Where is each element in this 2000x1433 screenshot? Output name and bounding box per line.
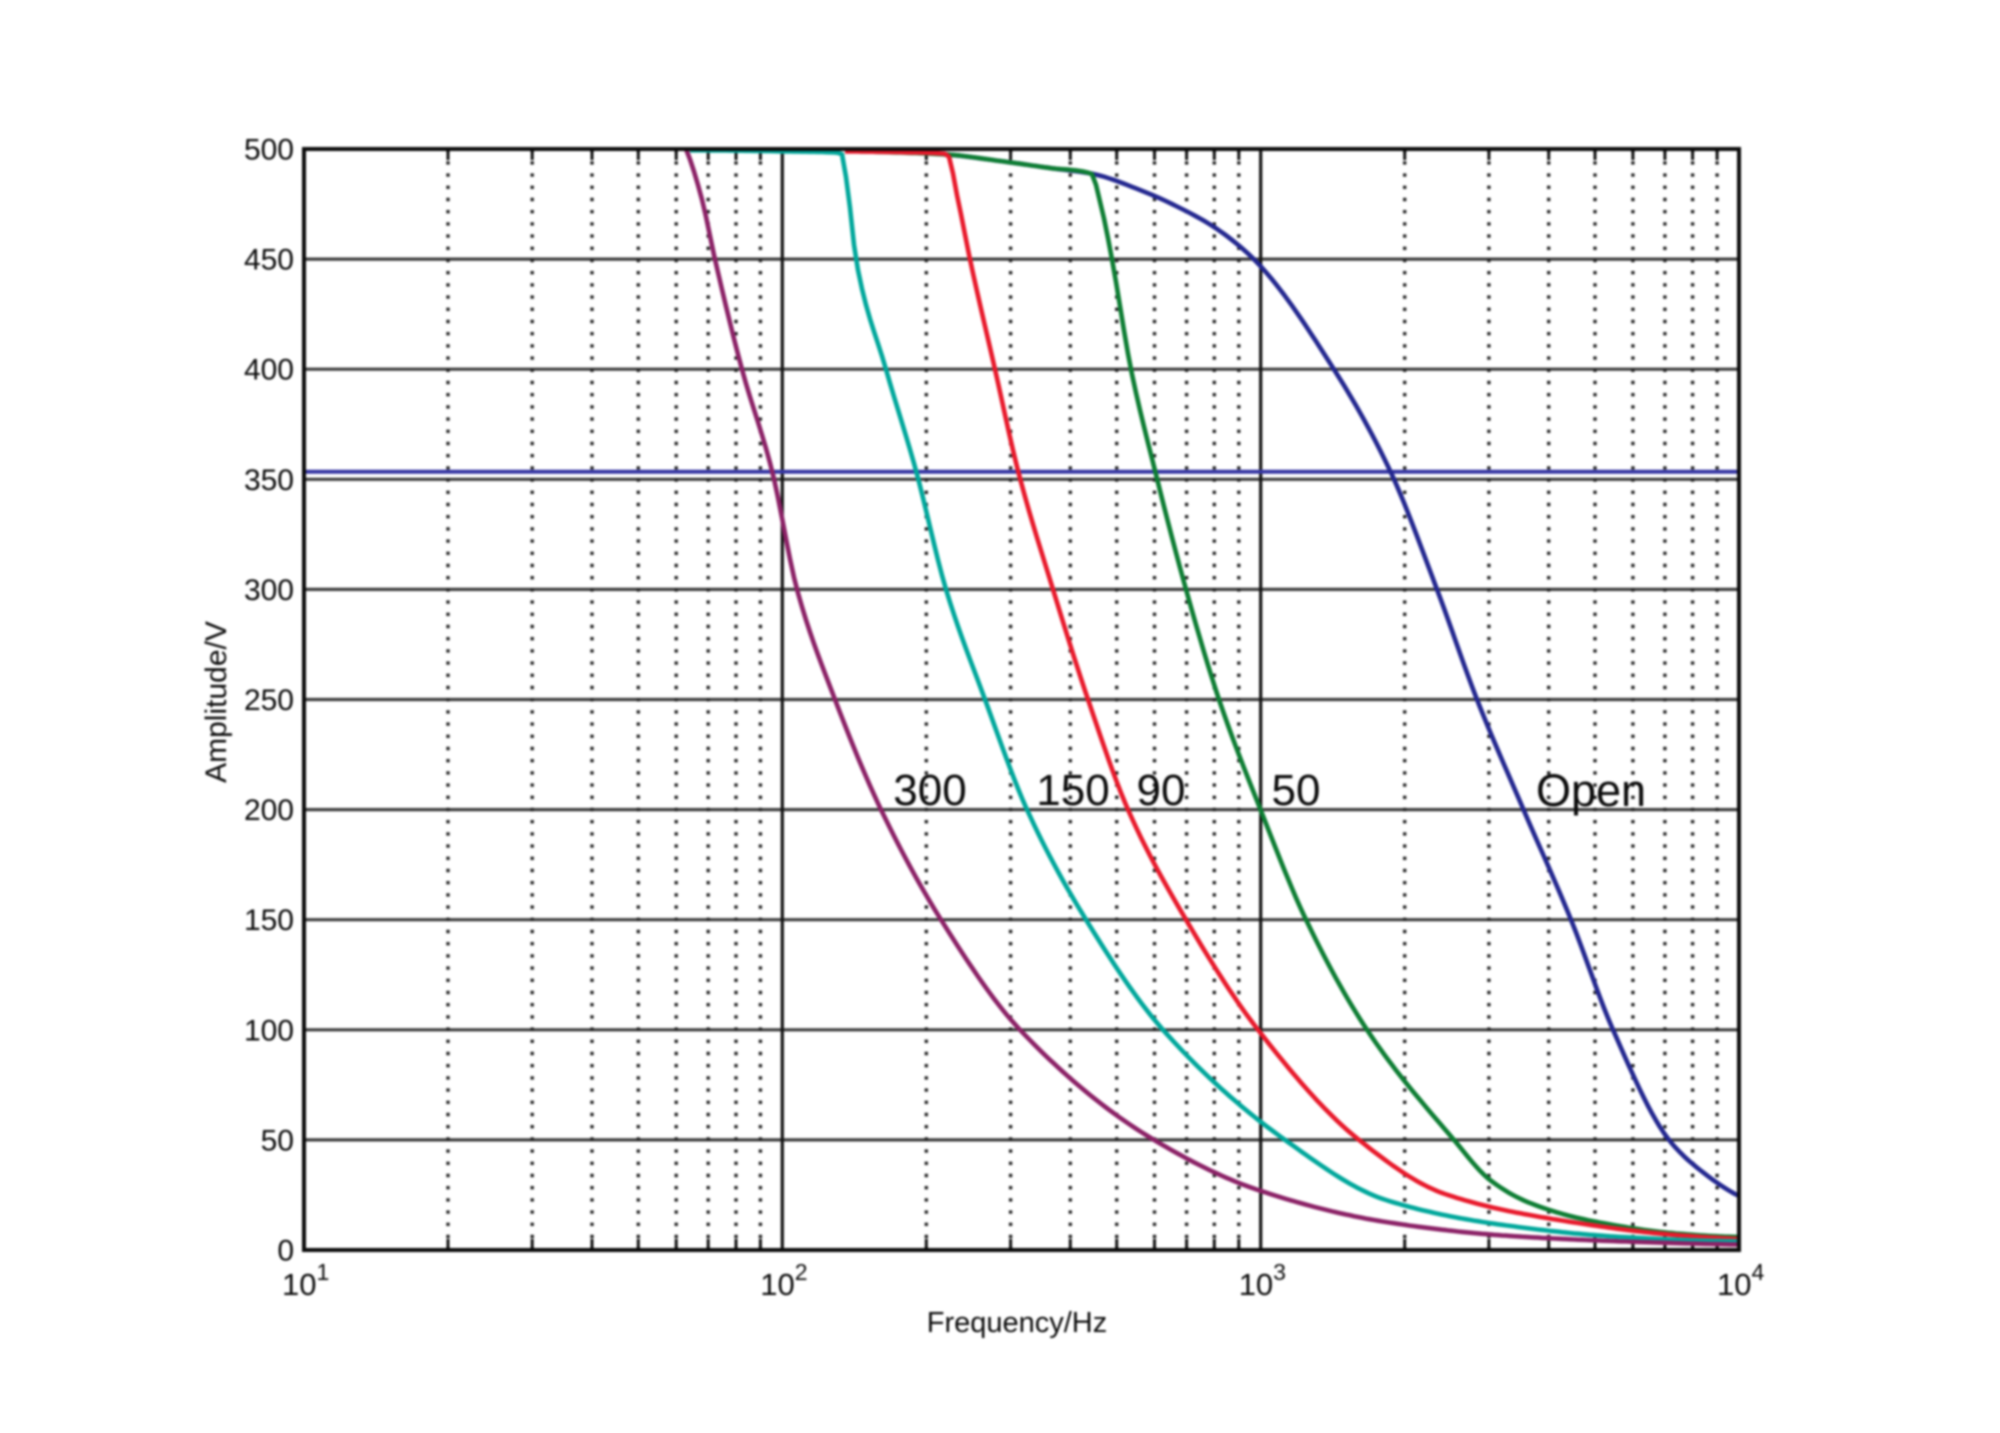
svg-text:250: 250	[244, 684, 294, 717]
svg-text:500: 500	[244, 134, 294, 167]
svg-text:300: 300	[893, 766, 966, 815]
svg-text:200: 200	[244, 794, 294, 827]
svg-text:150: 150	[244, 904, 294, 937]
svg-text:400: 400	[244, 354, 294, 387]
svg-text:90: 90	[1137, 766, 1186, 815]
svg-text:Frequency/Hz: Frequency/Hz	[927, 1307, 1108, 1339]
svg-text:100: 100	[244, 1014, 294, 1047]
svg-text:150: 150	[1036, 766, 1109, 815]
svg-text:50: 50	[261, 1124, 294, 1157]
svg-text:350: 350	[244, 464, 294, 497]
svg-text:450: 450	[244, 244, 294, 277]
svg-text:Open: Open	[1536, 765, 1646, 816]
svg-text:0: 0	[277, 1235, 294, 1268]
svg-text:Amplitude/V: Amplitude/V	[200, 621, 233, 783]
svg-text:50: 50	[1272, 766, 1321, 815]
svg-text:300: 300	[244, 574, 294, 607]
